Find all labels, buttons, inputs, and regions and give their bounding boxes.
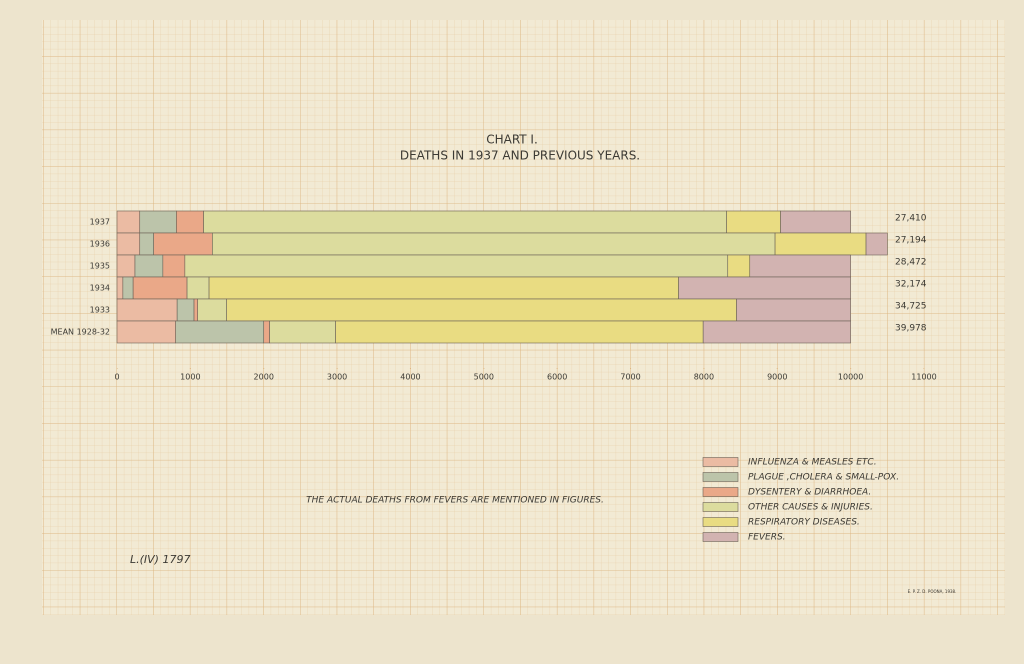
legend-swatch [702,532,739,542]
legend-swatch [702,457,739,467]
x-tick-label: 10000 [838,373,863,382]
legend-label: INFLUENZA & MEASLES ETC. [748,458,877,468]
y-tick-label: 1934 [90,284,110,293]
bar-segment [184,254,729,278]
bar-segment [116,276,124,300]
bar-segment [269,320,336,344]
fever-deaths-label: 32,174 [895,280,927,290]
chart-title: CHART I. [486,133,538,147]
x-tick-label: 8000 [694,373,714,382]
bar-segment [139,210,177,234]
bar-segment [774,232,867,256]
bar-segment [116,210,141,234]
reference: L.(IV) 1797 [130,553,190,566]
legend-swatch [702,502,739,512]
bar-segment [749,254,851,278]
bar-segment [186,276,210,300]
bar-segment [678,276,851,300]
bar-segment [116,254,136,278]
y-tick-label: 1935 [90,262,110,271]
bar-segment [780,210,851,234]
fever-deaths-label: 27,410 [895,214,927,224]
bar-segment [176,298,195,322]
x-tick-label: 11000 [911,373,936,382]
bar-segment [116,232,141,256]
legend-label: FEVERS. [748,533,786,543]
x-tick-label: 3000 [327,373,347,382]
bar-segment [122,276,134,300]
note: THE ACTUAL DEATHS FROM FEVERS ARE MENTIO… [306,496,604,506]
bar-segment [162,254,186,278]
bar-segment [193,298,198,322]
y-tick-label: 1936 [90,240,110,249]
bar-segment [702,320,851,344]
bar-segment [865,232,888,256]
x-tick-label: 2000 [254,373,274,382]
bar-segment [175,320,265,344]
legend-label: DYSENTERY & DIARRHOEA. [748,488,871,498]
y-tick-label: MEAN 1928-32 [51,328,110,337]
x-tick-label: 6000 [547,373,567,382]
fever-deaths-label: 28,472 [895,258,927,268]
bar-segment [197,298,227,322]
fever-deaths-label: 34,725 [895,302,927,312]
bar-segment [203,210,727,234]
fever-deaths-label: 39,978 [895,324,927,334]
bar-segment [335,320,704,344]
legend-label: PLAGUE ,CHOLERA & SMALL-POX. [748,473,899,483]
chart-subtitle: DEATHS IN 1937 AND PREVIOUS YEARS. [400,149,640,163]
bar-segment [116,320,176,344]
x-tick-label: 4000 [400,373,420,382]
bar-segment [727,254,751,278]
bar-segment [153,232,213,256]
legend-label: OTHER CAUSES & INJURIES. [748,503,873,513]
bar-segment [212,232,776,256]
x-tick-label: 0 [114,373,119,382]
y-tick-label: 1937 [90,218,110,227]
legend-swatch [702,472,739,482]
x-tick-label: 5000 [474,373,494,382]
legend-swatch [702,517,739,527]
bar-segment [226,298,737,322]
imprint: E. P. Z. D. POONA, 1938. [908,589,957,594]
bar-segment [116,298,178,322]
bar-segment [736,298,851,322]
x-tick-label: 1000 [180,373,200,382]
bar-segment [176,210,204,234]
fever-deaths-label: 27,194 [895,236,927,246]
bar-segment [139,232,154,256]
legend-label: RESPIRATORY DISEASES. [748,518,860,528]
bar-segment [726,210,781,234]
x-tick-label: 7000 [620,373,640,382]
x-tick-label: 9000 [767,373,787,382]
bar-segment [263,320,270,344]
bar-segment [208,276,679,300]
bar-segment [132,276,188,300]
legend-swatch [702,487,739,497]
y-tick-label: 1933 [90,306,110,315]
bar-segment [134,254,164,278]
